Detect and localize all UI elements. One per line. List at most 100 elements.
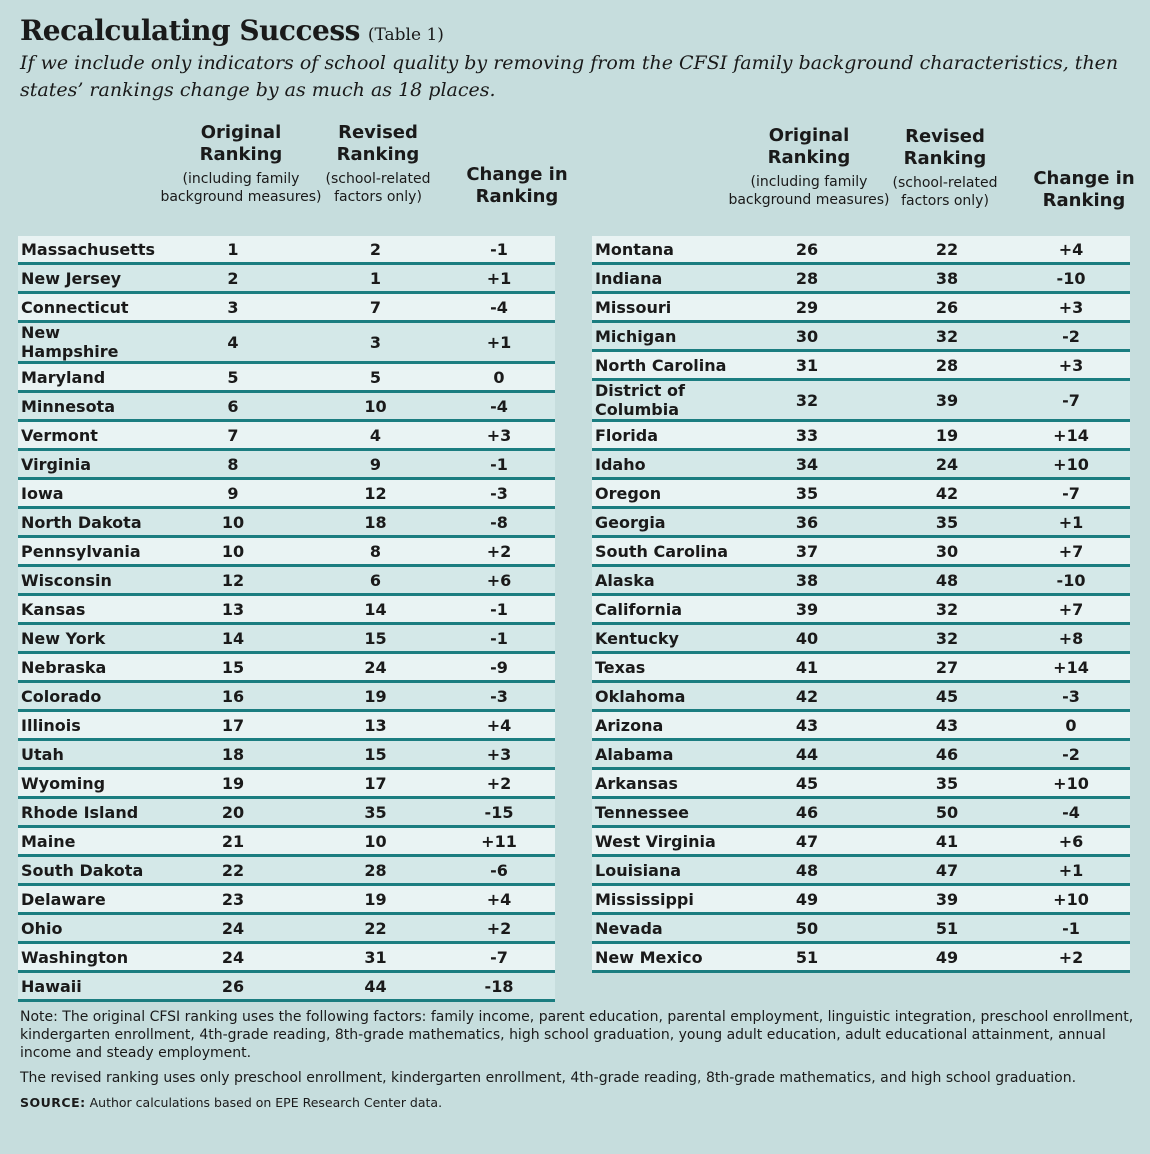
- revised-ranking-cell: 9: [308, 449, 443, 480]
- original-ranking-cell: 29: [732, 292, 882, 323]
- change-in-ranking-cell: -1: [443, 236, 555, 265]
- subtitle: If we include only indicators of school …: [20, 52, 1119, 101]
- revised-ranking-cell: 8: [308, 536, 443, 567]
- revised-ranking-cell: 12: [308, 478, 443, 509]
- header-revised-main: Revised Ranking: [903, 126, 987, 169]
- change-in-ranking-cell: +10: [1012, 449, 1130, 480]
- original-ranking-cell: 21: [158, 826, 308, 857]
- change-in-ranking-cell: -4: [443, 292, 555, 323]
- change-in-ranking-cell: +2: [1012, 942, 1130, 973]
- original-ranking-cell: 50: [732, 913, 882, 944]
- revised-ranking-cell: 13: [308, 710, 443, 741]
- revised-ranking-cell: 24: [882, 449, 1012, 480]
- table-row: Maryland 5 5 0: [18, 362, 555, 393]
- revised-ranking-cell: 28: [308, 855, 443, 886]
- table-row: Ohio 24 22 +2: [18, 913, 555, 944]
- change-in-ranking-cell: +3: [1012, 292, 1130, 323]
- change-in-ranking-cell: -1: [1012, 913, 1130, 944]
- state-cell: North Carolina: [592, 350, 732, 381]
- change-in-ranking-cell: -18: [443, 971, 555, 1002]
- table-row: Utah 18 15 +3: [18, 739, 555, 770]
- original-ranking-cell: 17: [158, 710, 308, 741]
- revised-ranking-cell: 14: [308, 594, 443, 625]
- table-row: Arkansas 45 35 +10: [592, 768, 1130, 799]
- table-row: New Hampshire 4 3 +1: [18, 321, 555, 364]
- change-in-ranking-cell: -4: [443, 391, 555, 422]
- original-ranking-cell: 10: [158, 536, 308, 567]
- table-row: Washington 24 31 -7: [18, 942, 555, 973]
- table-row: Delaware 23 19 +4: [18, 884, 555, 915]
- original-ranking-cell: 3: [158, 292, 308, 323]
- header-revised-main: Revised Ranking: [336, 122, 420, 165]
- original-ranking-cell: 20: [158, 797, 308, 828]
- revised-ranking-cell: 39: [882, 379, 1012, 422]
- state-cell: Connecticut: [18, 292, 158, 323]
- page-title: Recalculating Success: [20, 14, 360, 47]
- revised-ranking-cell: 35: [882, 507, 1012, 538]
- table-row: Kansas 13 14 -1: [18, 594, 555, 625]
- revised-ranking-cell: 24: [308, 652, 443, 683]
- table-row: Montana 26 22 +4: [592, 236, 1130, 265]
- original-ranking-cell: 47: [732, 826, 882, 857]
- change-in-ranking-cell: +10: [1012, 768, 1130, 799]
- revised-ranking-cell: 45: [882, 681, 1012, 712]
- change-in-ranking-cell: +1: [443, 263, 555, 294]
- rankings-table-right: Montana 26 22 +4 Indiana 28 38 -10 Missouri 29 26 +…: [592, 236, 1130, 973]
- notes: Note: The original CFSI ranking uses the…: [20, 1008, 1135, 1119]
- revised-ranking-cell: 35: [308, 797, 443, 828]
- table-row: Arizona 43 43 0: [592, 710, 1130, 741]
- state-cell: New Jersey: [18, 263, 158, 294]
- state-cell: Louisiana: [592, 855, 732, 886]
- state-cell: Missouri: [592, 292, 732, 323]
- table-row: Mississippi 49 39 +10: [592, 884, 1130, 915]
- revised-ranking-cell: 47: [882, 855, 1012, 886]
- table-row: Colorado 16 19 -3: [18, 681, 555, 712]
- table-row: North Dakota 10 18 -8: [18, 507, 555, 538]
- table-row: Illinois 17 13 +4: [18, 710, 555, 741]
- change-in-ranking-cell: -3: [443, 681, 555, 712]
- table-row: South Carolina 37 30 +7: [592, 536, 1130, 567]
- state-cell: Virginia: [18, 449, 158, 480]
- change-in-ranking-cell: -3: [443, 478, 555, 509]
- original-ranking-cell: 22: [158, 855, 308, 886]
- state-cell: Kansas: [18, 594, 158, 625]
- source-line: SOURCE: Author calculations based on EPE…: [20, 1094, 1135, 1112]
- revised-ranking-cell: 18: [308, 507, 443, 538]
- state-cell: Montana: [592, 236, 732, 265]
- revised-ranking-cell: 43: [882, 710, 1012, 741]
- state-cell: Indiana: [592, 263, 732, 294]
- revised-ranking-cell: 32: [882, 594, 1012, 625]
- revised-ranking-cell: 22: [882, 236, 1012, 265]
- state-cell: Wisconsin: [18, 565, 158, 596]
- change-in-ranking-cell: +3: [443, 739, 555, 770]
- original-ranking-cell: 36: [732, 507, 882, 538]
- state-cell: Vermont: [18, 420, 158, 451]
- original-ranking-cell: 31: [732, 350, 882, 381]
- state-cell: Maryland: [18, 362, 158, 393]
- right-header-original: Original Ranking (including family backg…: [726, 125, 892, 209]
- table-row: Tennessee 46 50 -4: [592, 797, 1130, 828]
- change-in-ranking-cell: +2: [443, 768, 555, 799]
- table-row: Iowa 9 12 -3: [18, 478, 555, 509]
- table-row: North Carolina 31 28 +3: [592, 350, 1130, 381]
- original-ranking-cell: 24: [158, 913, 308, 944]
- revised-ranking-cell: 51: [882, 913, 1012, 944]
- table-row: Indiana 28 38 -10: [592, 263, 1130, 294]
- state-cell: Nebraska: [18, 652, 158, 683]
- state-cell: Nevada: [592, 913, 732, 944]
- table-row: Michigan 30 32 -2: [592, 321, 1130, 352]
- change-in-ranking-cell: -1: [443, 623, 555, 654]
- revised-ranking-cell: 35: [882, 768, 1012, 799]
- state-cell: New York: [18, 623, 158, 654]
- table-row: Pennsylvania 10 8 +2: [18, 536, 555, 567]
- original-ranking-cell: 37: [732, 536, 882, 567]
- change-in-ranking-cell: +1: [443, 321, 555, 364]
- state-cell: Maine: [18, 826, 158, 857]
- change-in-ranking-cell: +4: [1012, 236, 1130, 265]
- table-row: Connecticut 3 7 -4: [18, 292, 555, 323]
- revised-ranking-cell: 32: [882, 623, 1012, 654]
- table-row: Florida 33 19 +14: [592, 420, 1130, 451]
- original-ranking-cell: 1: [158, 236, 308, 265]
- revised-ranking-cell: 17: [308, 768, 443, 799]
- revised-ranking-cell: 19: [308, 681, 443, 712]
